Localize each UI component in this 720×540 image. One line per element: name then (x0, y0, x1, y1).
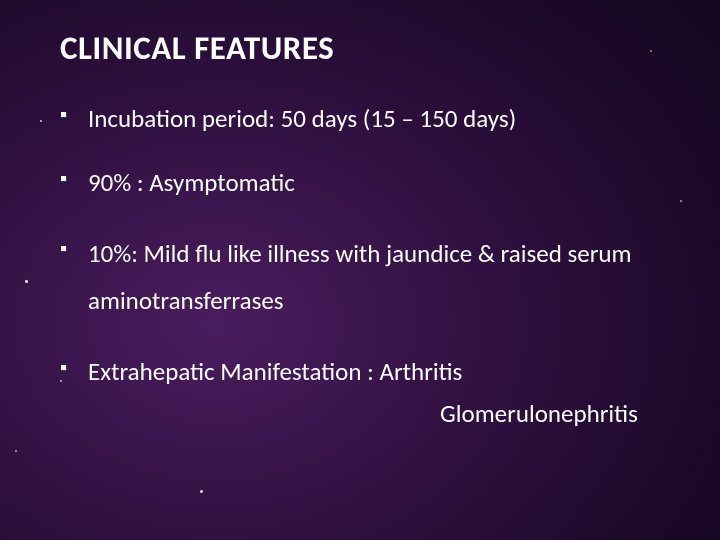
continuation-line: Glomerulonephritis (60, 398, 670, 429)
list-item: 10%: Mild flu like illness with jaundice… (60, 230, 670, 325)
list-item: 90% : Asymptomatic (60, 166, 670, 200)
slide-container: CLINICAL FEATURES Incubation period: 50 … (0, 0, 720, 540)
slide-title: CLINICAL FEATURES (60, 28, 670, 68)
bullet-list: Incubation period: 50 days (15 – 150 day… (60, 102, 670, 388)
list-item: Incubation period: 50 days (15 – 150 day… (60, 102, 670, 136)
list-item: Extrahepatic Manifestation : Arthritis (60, 355, 670, 389)
